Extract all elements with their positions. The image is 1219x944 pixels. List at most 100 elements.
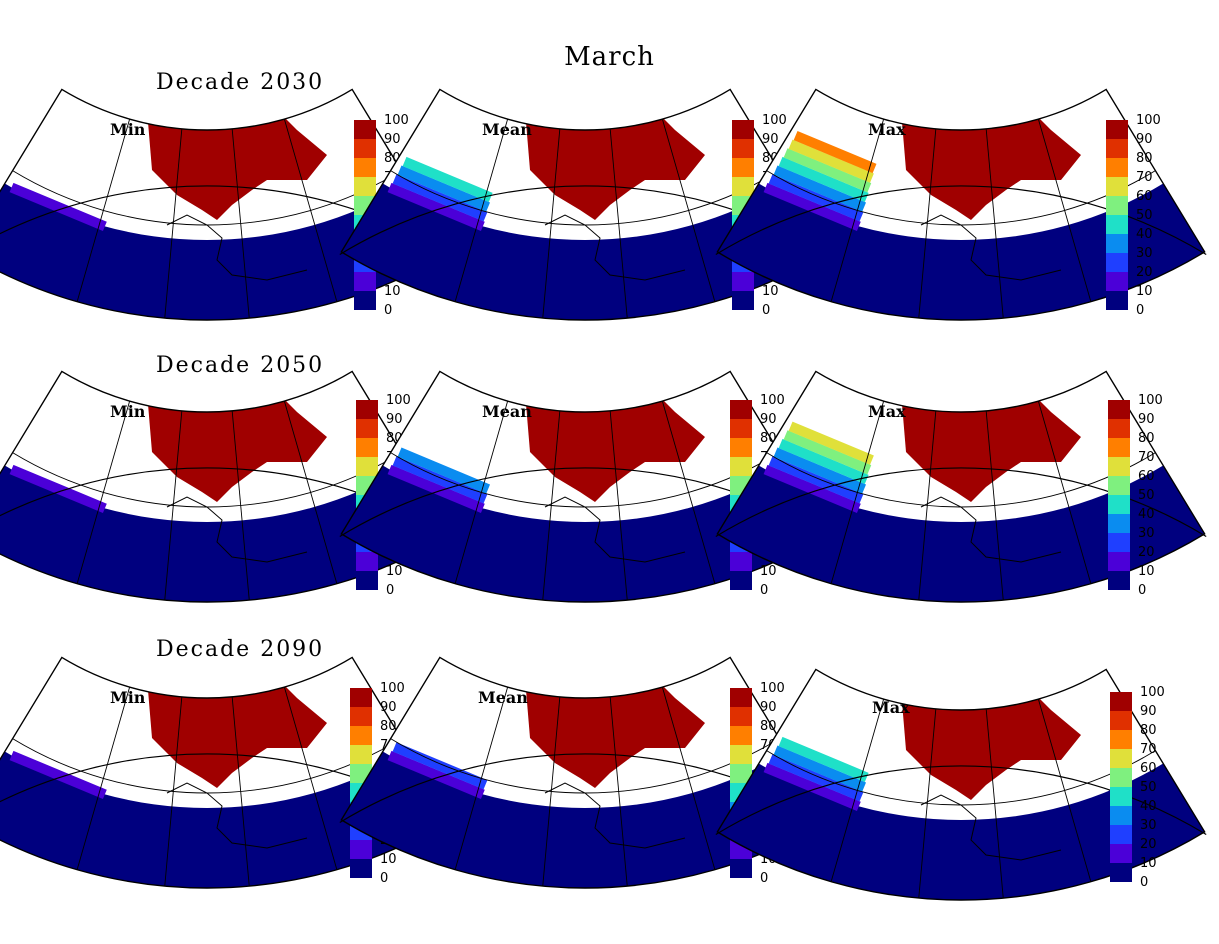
colorbar-swatch <box>732 139 754 158</box>
colorbar-swatch <box>1110 825 1132 844</box>
ocean-zero-ice <box>341 751 829 888</box>
colorbar-swatch <box>356 419 378 438</box>
ice-concentration-band <box>387 182 485 232</box>
colorbar-swatch <box>1110 806 1132 825</box>
colorbar-tick-label: 100 <box>386 393 411 408</box>
ice-concentration-band <box>9 182 107 232</box>
colorbar-swatch <box>1110 730 1132 749</box>
colorbar-tick-label: 100 <box>760 681 785 696</box>
ice-concentration-band <box>783 430 872 475</box>
decade-label-2030: Decade 2030 <box>156 70 325 95</box>
colorbar-swatch <box>730 688 752 707</box>
ice-concentration-band <box>392 742 488 790</box>
colorbar-tick-label: 10 <box>762 284 779 299</box>
map-2050-max <box>715 370 1207 603</box>
colorbar-tick-label: 80 <box>1138 431 1155 446</box>
ocean-zero-ice <box>717 763 1205 900</box>
colorbar-swatch <box>1108 514 1130 533</box>
colorbar-swatch <box>1106 215 1128 234</box>
colorbar-tick-label: 90 <box>1136 132 1153 147</box>
ocean-zero-ice <box>717 183 1205 320</box>
colorbar-tick-label: 80 <box>1140 723 1157 738</box>
ice-concentration-band <box>9 464 107 514</box>
map-2050-mean <box>339 370 831 603</box>
ice-concentration-band <box>763 464 861 514</box>
colorbar-swatch <box>1110 711 1132 730</box>
ice-concentration-band <box>773 745 867 792</box>
parallel-line <box>12 738 402 794</box>
map-outer-border <box>715 765 1207 835</box>
map-2090-min <box>0 656 453 889</box>
ocean-zero-ice <box>341 183 829 320</box>
colorbar-tick-label: 90 <box>1140 704 1157 719</box>
colorbar-tick-label: 70 <box>1136 170 1153 185</box>
colorbar-swatch <box>350 840 372 859</box>
map-2030-mean <box>339 88 831 321</box>
pack-ice-region <box>147 110 327 220</box>
colorbar-swatch <box>354 177 376 196</box>
ice-concentration-band <box>773 447 867 494</box>
colorbar-swatch <box>732 120 754 139</box>
colorbar-tick-label: 20 <box>1140 837 1157 852</box>
colorbar-swatch <box>730 764 752 783</box>
colorbar-swatch <box>732 291 754 310</box>
ice-concentration-band <box>387 750 485 800</box>
colorbar-tick-label: 0 <box>380 871 389 886</box>
colorbar-swatch <box>350 726 372 745</box>
colorbar-swatch <box>1110 749 1132 768</box>
colorbar-tick-label: 30 <box>1140 818 1157 833</box>
colorbar-swatch <box>1108 457 1130 476</box>
colorbar-swatch <box>730 457 752 476</box>
colorbar-swatch <box>354 120 376 139</box>
colorbar-swatch <box>730 726 752 745</box>
pack-ice-region <box>147 392 327 502</box>
colorbar-swatch <box>356 457 378 476</box>
map-2030-min <box>0 88 453 321</box>
colorbar-tick-label: 0 <box>1138 583 1147 598</box>
colorbar-swatch <box>730 400 752 419</box>
colorbar-swatch <box>1108 400 1130 419</box>
map-frame <box>716 370 1206 603</box>
parallel-line <box>766 170 1156 226</box>
colorbar-tick-label: 10 <box>760 564 777 579</box>
panel-label: Min <box>110 688 146 707</box>
map-frame <box>716 88 1206 321</box>
colorbar-swatch <box>356 552 378 571</box>
colorbar-tick-label: 30 <box>1136 246 1153 261</box>
colorbar-swatch <box>1108 419 1130 438</box>
colorbar-tick-label: 0 <box>760 583 769 598</box>
colorbar-swatch <box>730 438 752 457</box>
colorbar-swatch <box>730 745 752 764</box>
colorbar-tick-label: 80 <box>760 719 777 734</box>
ice-concentration-band <box>397 447 491 494</box>
colorbar-swatch <box>350 688 372 707</box>
colorbar-swatch <box>350 859 372 878</box>
colorbar-swatch <box>354 272 376 291</box>
pack-ice-region <box>525 110 705 220</box>
colorbar-swatch <box>354 291 376 310</box>
ice-concentration-band <box>387 464 485 514</box>
map-2030-max <box>715 88 1207 321</box>
colorbar-tick-label: 90 <box>762 132 779 147</box>
pack-ice-region <box>901 110 1081 220</box>
coastline <box>166 782 308 849</box>
panel-label: Mean <box>478 688 528 707</box>
colorbar-tick-label: 80 <box>1136 151 1153 166</box>
colorbar-swatch <box>1108 476 1130 495</box>
ice-concentration-band <box>763 762 861 812</box>
colorbar-tick-label: 70 <box>1140 742 1157 757</box>
colorbar-tick-label: 10 <box>386 564 403 579</box>
parallel-line <box>12 452 402 508</box>
decade-label-2090: Decade 2090 <box>156 637 325 662</box>
map-2090-max <box>715 668 1207 901</box>
decade-label-2050: Decade 2050 <box>156 353 325 378</box>
pack-ice-region <box>525 678 705 788</box>
colorbar-swatch <box>354 139 376 158</box>
colorbar-tick-label: 100 <box>1136 113 1161 128</box>
colorbar-swatch <box>1106 253 1128 272</box>
colorbar-tick-label: 50 <box>1136 208 1153 223</box>
panel-label: Mean <box>482 120 532 139</box>
colorbar-tick-label: 100 <box>762 113 787 128</box>
colorbar-tick-label: 100 <box>384 113 409 128</box>
colorbar-tick-label: 0 <box>1136 303 1145 318</box>
